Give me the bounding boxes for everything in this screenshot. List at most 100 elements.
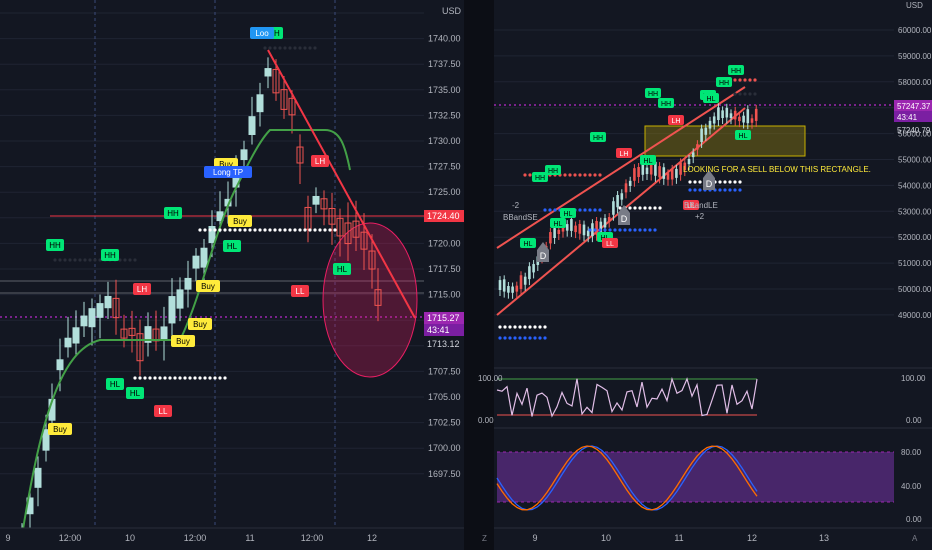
dot-marker [583,173,587,177]
candle [523,276,527,285]
d-flag: D [703,170,715,190]
dot-marker [198,376,202,380]
dot-marker [78,258,82,262]
dot-marker [248,228,252,232]
dot-marker [548,208,552,212]
left-time-tick: 9 [5,533,10,543]
candle [304,206,312,230]
left-time-axis[interactable]: 9 12:00 10 12:00 11 12:00 12 [0,527,464,550]
dot-marker [208,376,212,380]
oscillator-pane-1[interactable]: 100.00 0.00 100.00 0.00 [478,367,932,425]
lh-label: LH [133,283,151,295]
dot-marker [148,376,152,380]
buy-label-bg [171,335,195,347]
right-candles-group [498,103,758,299]
dot-marker [573,173,577,177]
d-flag-shape [703,170,715,190]
loo-label-bg [250,27,274,39]
candle [649,164,653,175]
candle [272,68,280,94]
hl-label: HL [126,387,144,399]
candle [336,217,344,237]
candle [528,266,531,280]
buy-label-text: Buy [233,217,247,226]
right-price-tick: 59000.00 [898,52,932,61]
candle [738,116,741,122]
loo-label-text: Loo [255,29,269,38]
dot-marker [598,208,602,212]
dot-marker [688,180,692,184]
dot-marker [543,336,547,340]
candle [670,168,674,180]
candle [628,180,632,186]
right-chart-pane[interactable]: HHHHHHHHHHHHHHHHHLHLHLHLHLHLHLLHLHLLLLDD… [494,0,894,368]
loo-label: Loo [250,27,274,39]
dot-marker [333,228,337,232]
dot-marker [303,228,307,232]
left-chart-pane[interactable]: HHHHHHHHHLHLHLHLLHLHLLLLBuyBuyBuyBuyBuyB… [0,0,424,550]
dot-marker [288,46,292,50]
hh-label: HH [532,172,548,182]
panel-divider [464,0,494,550]
dot-marker [68,258,72,262]
hh-label-text: HH [661,101,671,108]
candle [641,163,645,175]
osc1-tick: 100.00 [901,374,926,383]
candle [192,255,200,269]
candle [136,333,144,362]
dot-marker [578,208,582,212]
dot-marker [513,336,517,340]
buy-label: Buy [48,423,72,435]
hl-label-bg [106,378,124,390]
dot-marker [233,228,237,232]
dot-marker [278,228,282,232]
dot-marker [633,228,637,232]
dot-marker [238,228,242,232]
hl-label: HL [640,155,656,165]
right-time-axis[interactable]: 9 10 11 12 13 Z A [482,527,932,543]
candle [645,167,649,175]
candle [320,198,328,210]
right-price-axis[interactable]: USD60000.0059000.0058000.0057000.0056000… [894,0,932,550]
zoom-button[interactable]: Z [482,534,487,543]
right-currency-label: USD [906,1,923,10]
left-time-tick: 10 [125,533,135,543]
dot-marker [738,180,742,184]
dot-marker [513,325,517,329]
dot-marker [563,173,567,177]
lh-label: LH [668,115,684,125]
oscillator-pane-2[interactable]: 80.00 40.00 0.00 [494,427,932,524]
current-price-badge-bg [424,312,464,324]
candle [599,221,603,232]
dot-marker [153,376,157,380]
left-time-axis-bg [0,528,464,550]
dot-marker [593,173,597,177]
dot-marker [618,206,622,210]
dot-marker [298,228,302,232]
dot-marker [743,78,747,82]
candle [519,275,523,289]
d-flag: D [618,205,630,225]
auto-scale-button[interactable]: A [912,534,918,543]
right-current-badge: 57247.37 [897,102,931,111]
candle [603,218,607,228]
candle [553,228,556,238]
hh-label-text: HH [535,175,545,182]
long-tp-label-text: Long TP [213,168,243,177]
candle [574,225,577,233]
left-currency-label: USD [442,6,462,16]
candle [296,146,304,164]
dot-marker [528,325,532,329]
hh-label-bg [590,132,606,142]
left-price-axis[interactable]: USD 1740.00 1737.50 1735.00 1732.50 1730.00 17… [424,0,464,530]
ll-label: LL [602,238,618,248]
d-flag-shape [537,242,549,262]
hh-label-bg [545,165,561,175]
candle [666,173,670,180]
candle [88,308,96,328]
left-price-tick: 1725.00 [428,187,461,197]
dot-marker [583,208,587,212]
dot-marker [273,228,277,232]
hh-label-bg [716,77,732,87]
